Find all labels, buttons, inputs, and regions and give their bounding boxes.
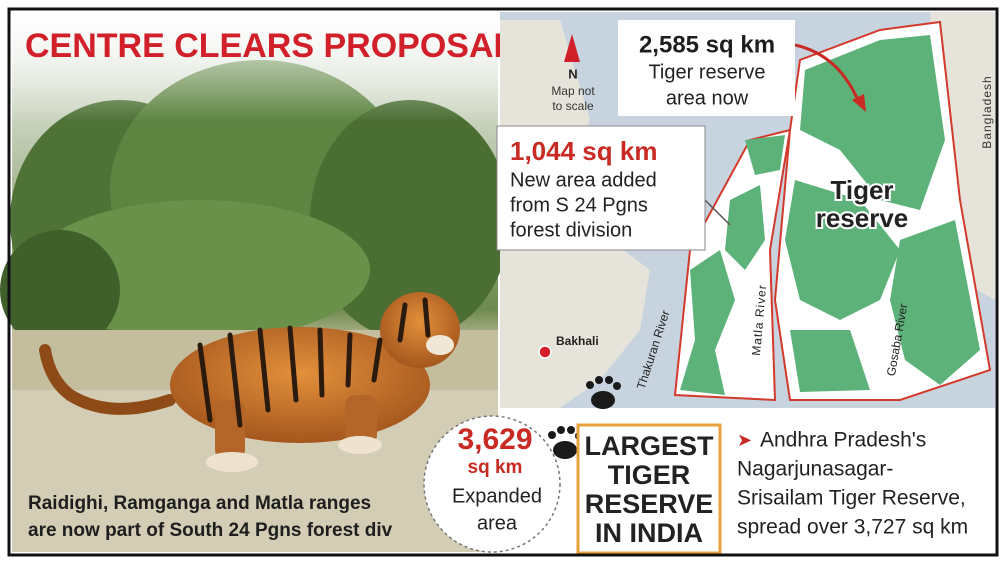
new-area-text: from S 24 Pgns [510,194,648,216]
north-label: N [568,66,577,81]
country-label: Bangladesh [980,75,994,148]
note-line: Andhra Pradesh's [760,429,926,452]
region-label: reserve [816,203,909,233]
current-area-text: Tiger reserve [648,61,765,83]
town-label: Bakhali [556,334,599,348]
paw-prints [548,376,621,459]
callout-box [618,20,795,116]
current-area-text: area now [666,87,749,109]
note-line: Nagarjunasagar- [737,458,893,481]
badge-line: LARGEST [584,431,714,461]
scale-note: to scale [552,99,594,113]
badge-line: RESERVE [585,489,714,519]
photo [0,12,510,552]
expanded-value: 3,629 [457,423,532,456]
note-line: Srisailam Tiger Reserve, [737,487,966,510]
note-marker: ➤ [737,430,752,450]
badge-line: TIGER [608,460,691,490]
scale-note: Map not [551,84,595,98]
frame [7,7,999,557]
new-area-text: New area added [510,169,657,191]
callout-box [496,125,706,251]
current-area-value: 2,585 sq km [639,31,775,58]
new-area-text: forest division [510,219,632,241]
expanded-unit: sq km [468,457,523,478]
expanded-text: area [477,512,518,534]
river-label: Matla River [749,284,769,357]
caption-line: are now part of South 24 Pgns forest div [28,520,393,541]
note-line: spread over 3,727 sq km [737,516,968,539]
region-label: Tiger [830,175,893,205]
badge-box [576,423,722,555]
expanded-text: Expanded [452,485,542,507]
caption-line: Raidighi, Ramganga and Matla ranges [28,493,371,514]
expanded-circle [423,415,561,553]
title: CENTRE CLEARS PROPOSAL [25,27,514,65]
badge-line: IN INDIA [595,518,703,548]
new-area-value: 1,044 sq km [510,136,657,166]
